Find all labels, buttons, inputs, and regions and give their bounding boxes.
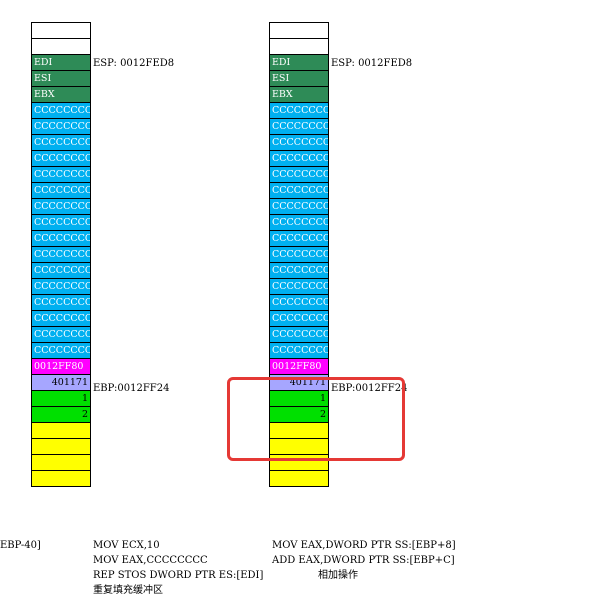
stack-cell: 2: [270, 407, 328, 423]
stack-cell: CCCCCCCC: [32, 167, 90, 183]
stack-cell: CCCCCCCC: [270, 183, 328, 199]
stack-cell: CCCCCCCC: [32, 103, 90, 119]
stack-cell: [32, 455, 90, 471]
stack-cell: 0012FF80: [32, 359, 90, 375]
stack-cell: CCCCCCCC: [32, 135, 90, 151]
code-line-1-1: MOV ECX,10: [93, 540, 160, 551]
stack-cell: EBX: [32, 87, 90, 103]
code-comment-2: 相加操作: [318, 570, 358, 581]
stack-cell: CCCCCCCC: [270, 279, 328, 295]
stack-cell: CCCCCCCC: [32, 295, 90, 311]
stack-cell: CCCCCCCC: [32, 199, 90, 215]
stack-cell: CCCCCCCC: [270, 151, 328, 167]
stack-cell: CCCCCCCC: [32, 119, 90, 135]
stack-cell: CCCCCCCC: [270, 215, 328, 231]
stack-cell: EBX: [270, 87, 328, 103]
stack-diagram-left: EDI ESI EBX CCCCCCCC CCCCCCCC CCCCCCCC CCCCCCC…: [31, 22, 91, 487]
stack-cell: 401171: [32, 375, 90, 391]
stack-cell: [270, 39, 328, 55]
stack-cell: [270, 423, 328, 439]
esp-label-right: ESP: 0012FED8: [331, 58, 413, 69]
stack-cell: ESI: [32, 71, 90, 87]
stack-cell: CCCCCCCC: [270, 327, 328, 343]
stack-cell: CCCCCCCC: [270, 295, 328, 311]
code-line-2-1: MOV EAX,DWORD PTR SS:[EBP+8]: [272, 540, 456, 551]
stack-cell: CCCCCCCC: [270, 247, 328, 263]
stack-cell: CCCCCCCC: [270, 167, 328, 183]
stack-cell: [32, 23, 90, 39]
stack-cell: CCCCCCCC: [32, 279, 90, 295]
stack-cell: CCCCCCCC: [32, 263, 90, 279]
stack-cell: CCCCCCCC: [32, 343, 90, 359]
stack-diagram-right: EDI ESI EBX CCCCCCCC CCCCCCCC CCCCCCCC CCCCCCC…: [269, 22, 329, 487]
stack-cell: CCCCCCCC: [270, 263, 328, 279]
stack-cell: CCCCCCCC: [32, 151, 90, 167]
stack-cell: [270, 439, 328, 455]
stack-cell: CCCCCCCC: [270, 311, 328, 327]
stack-cell: CCCCCCCC: [32, 231, 90, 247]
stack-cell: CCCCCCCC: [32, 311, 90, 327]
stack-cell: ESI: [270, 71, 328, 87]
code-line-2-2: ADD EAX,DWORD PTR SS:[EBP+C]: [272, 555, 455, 566]
stack-cell: [32, 471, 90, 487]
stack-cell: 1: [32, 391, 90, 407]
code-line-1-3: REP STOS DWORD PTR ES:[EDI]: [93, 570, 264, 581]
stack-cell: CCCCCCCC: [270, 135, 328, 151]
esp-label-left: ESP: 0012FED8: [93, 58, 175, 69]
code-fragment: EBP-40]: [0, 540, 41, 551]
stack-cell: [270, 471, 328, 487]
stack-cell: EDI: [32, 55, 90, 71]
stack-cell: CCCCCCCC: [270, 343, 328, 359]
stack-cell: CCCCCCCC: [32, 247, 90, 263]
ebp-label-right: EBP:0012FF24: [331, 383, 408, 394]
stack-cell: CCCCCCCC: [270, 199, 328, 215]
code-line-1-2: MOV EAX,CCCCCCCC: [93, 555, 208, 566]
stack-cell: 2: [32, 407, 90, 423]
stack-cell: [270, 23, 328, 39]
stack-cell: 0012FF80: [270, 359, 328, 375]
stack-cell: CCCCCCCC: [32, 327, 90, 343]
stack-cell: EDI: [270, 55, 328, 71]
stack-cell: CCCCCCCC: [270, 231, 328, 247]
highlight-box: [227, 377, 405, 461]
ebp-label-left: EBP:0012FF24: [93, 383, 170, 394]
stack-cell: CCCCCCCC: [270, 119, 328, 135]
stack-cell: CCCCCCCC: [32, 215, 90, 231]
stack-cell: CCCCCCCC: [270, 103, 328, 119]
stack-cell: 1: [270, 391, 328, 407]
stack-cell: [32, 439, 90, 455]
code-comment-1: 重复填充缓冲区: [93, 585, 163, 596]
stack-cell: [32, 423, 90, 439]
stack-cell: [32, 39, 90, 55]
stack-cell: CCCCCCCC: [32, 183, 90, 199]
